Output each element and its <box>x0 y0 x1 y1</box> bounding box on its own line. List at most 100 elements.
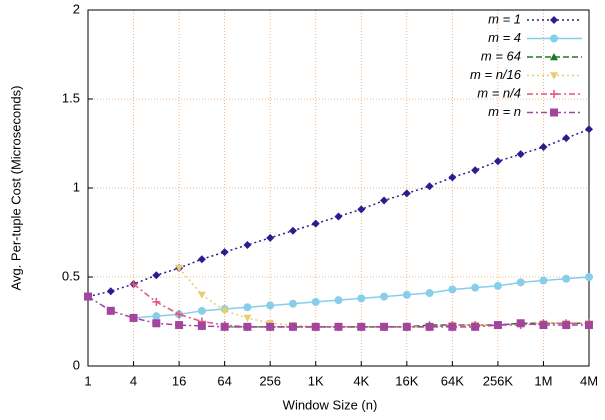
data-point <box>402 322 411 331</box>
legend-label: m = 1 <box>488 11 521 26</box>
data-point <box>585 321 593 330</box>
x-axis-label: Window Size (n) <box>283 397 378 412</box>
legend-marker <box>550 34 558 43</box>
data-point <box>220 307 229 315</box>
data-point <box>152 271 161 280</box>
data-point <box>175 321 184 330</box>
x-tick-label: 1 <box>84 373 91 388</box>
data-point <box>266 322 275 331</box>
data-point <box>152 319 161 328</box>
data-point <box>585 273 593 281</box>
y-tick-label: 0.5 <box>62 268 80 283</box>
legend-marker <box>550 90 558 98</box>
data-point <box>311 297 320 306</box>
y-tick-label: 1 <box>73 179 80 194</box>
data-point <box>425 322 434 331</box>
data-point <box>471 322 480 331</box>
data-point <box>197 306 206 315</box>
data-point <box>493 321 502 330</box>
data-point <box>243 303 252 312</box>
data-point <box>448 173 457 182</box>
data-point <box>471 283 480 292</box>
x-tick-label: 4M <box>580 373 598 388</box>
plot-frame <box>87 9 590 367</box>
data-point <box>197 255 206 264</box>
x-tick-label: 16 <box>172 373 186 388</box>
data-point <box>129 313 138 322</box>
y-tick-label: 1.5 <box>62 90 80 105</box>
data-point <box>175 264 184 273</box>
data-point <box>288 322 297 331</box>
data-point <box>493 157 502 166</box>
data-point <box>402 189 411 198</box>
data-point <box>539 276 548 285</box>
data-point <box>380 196 389 205</box>
legend-marker <box>550 53 558 61</box>
data-point <box>311 322 320 331</box>
data-point <box>425 289 434 298</box>
legend-label: m = n <box>488 104 521 119</box>
data-point <box>220 248 229 257</box>
data-point <box>106 287 115 296</box>
data-point <box>562 274 571 283</box>
data-point <box>334 322 343 331</box>
x-tick-label: 4 <box>130 373 137 388</box>
data-point <box>84 292 92 301</box>
x-tick-label: 256K <box>483 373 514 388</box>
legend-marker <box>550 72 558 80</box>
data-point <box>175 310 184 319</box>
legend-marker <box>550 108 558 117</box>
x-tick-label: 1M <box>534 373 552 388</box>
data-point <box>516 150 525 159</box>
data-point <box>402 290 411 299</box>
data-point <box>448 285 457 294</box>
x-tick-label: 64 <box>217 373 231 388</box>
y-tick-label: 2 <box>73 1 80 16</box>
y-axis-label: Avg. Per-tuple Cost (Microseconds) <box>8 86 23 291</box>
data-point <box>380 322 389 331</box>
legend-label: m = 4 <box>488 30 521 45</box>
data-point <box>220 322 229 331</box>
x-tick-label: 4K <box>353 373 369 388</box>
y-tick-label: 0 <box>73 357 80 372</box>
data-point <box>357 205 366 214</box>
x-tick-label: 16K <box>395 373 418 388</box>
data-point <box>448 322 457 331</box>
data-point <box>197 291 206 299</box>
data-point <box>471 166 480 175</box>
x-tick-label: 64K <box>441 373 464 388</box>
legend-label: m = n/16 <box>470 67 522 82</box>
data-point <box>152 297 161 306</box>
data-point <box>516 319 525 328</box>
data-point <box>562 321 571 330</box>
x-tick-label: 256 <box>259 373 281 388</box>
data-point <box>288 299 297 308</box>
data-point <box>493 281 502 290</box>
data-point <box>152 312 161 321</box>
data-point <box>266 233 275 242</box>
legend-label: m = n/4 <box>477 85 521 100</box>
data-point <box>516 278 525 287</box>
data-point <box>539 321 548 330</box>
data-point <box>334 212 343 221</box>
data-point <box>585 125 593 134</box>
data-point <box>197 321 206 330</box>
legend-label: m = 64 <box>481 48 521 63</box>
legend-marker <box>550 16 558 24</box>
x-tick-label: 1K <box>308 373 324 388</box>
data-point <box>539 143 548 152</box>
data-point <box>243 322 252 331</box>
data-point <box>243 314 252 322</box>
data-point <box>311 219 320 228</box>
data-point <box>380 292 389 301</box>
data-point <box>106 306 115 315</box>
data-point <box>562 134 571 143</box>
data-point <box>334 296 343 305</box>
data-point <box>266 301 275 310</box>
data-point <box>357 294 366 303</box>
data-point <box>425 182 434 191</box>
data-point <box>288 226 297 235</box>
data-point <box>243 240 252 249</box>
data-point <box>129 280 138 289</box>
